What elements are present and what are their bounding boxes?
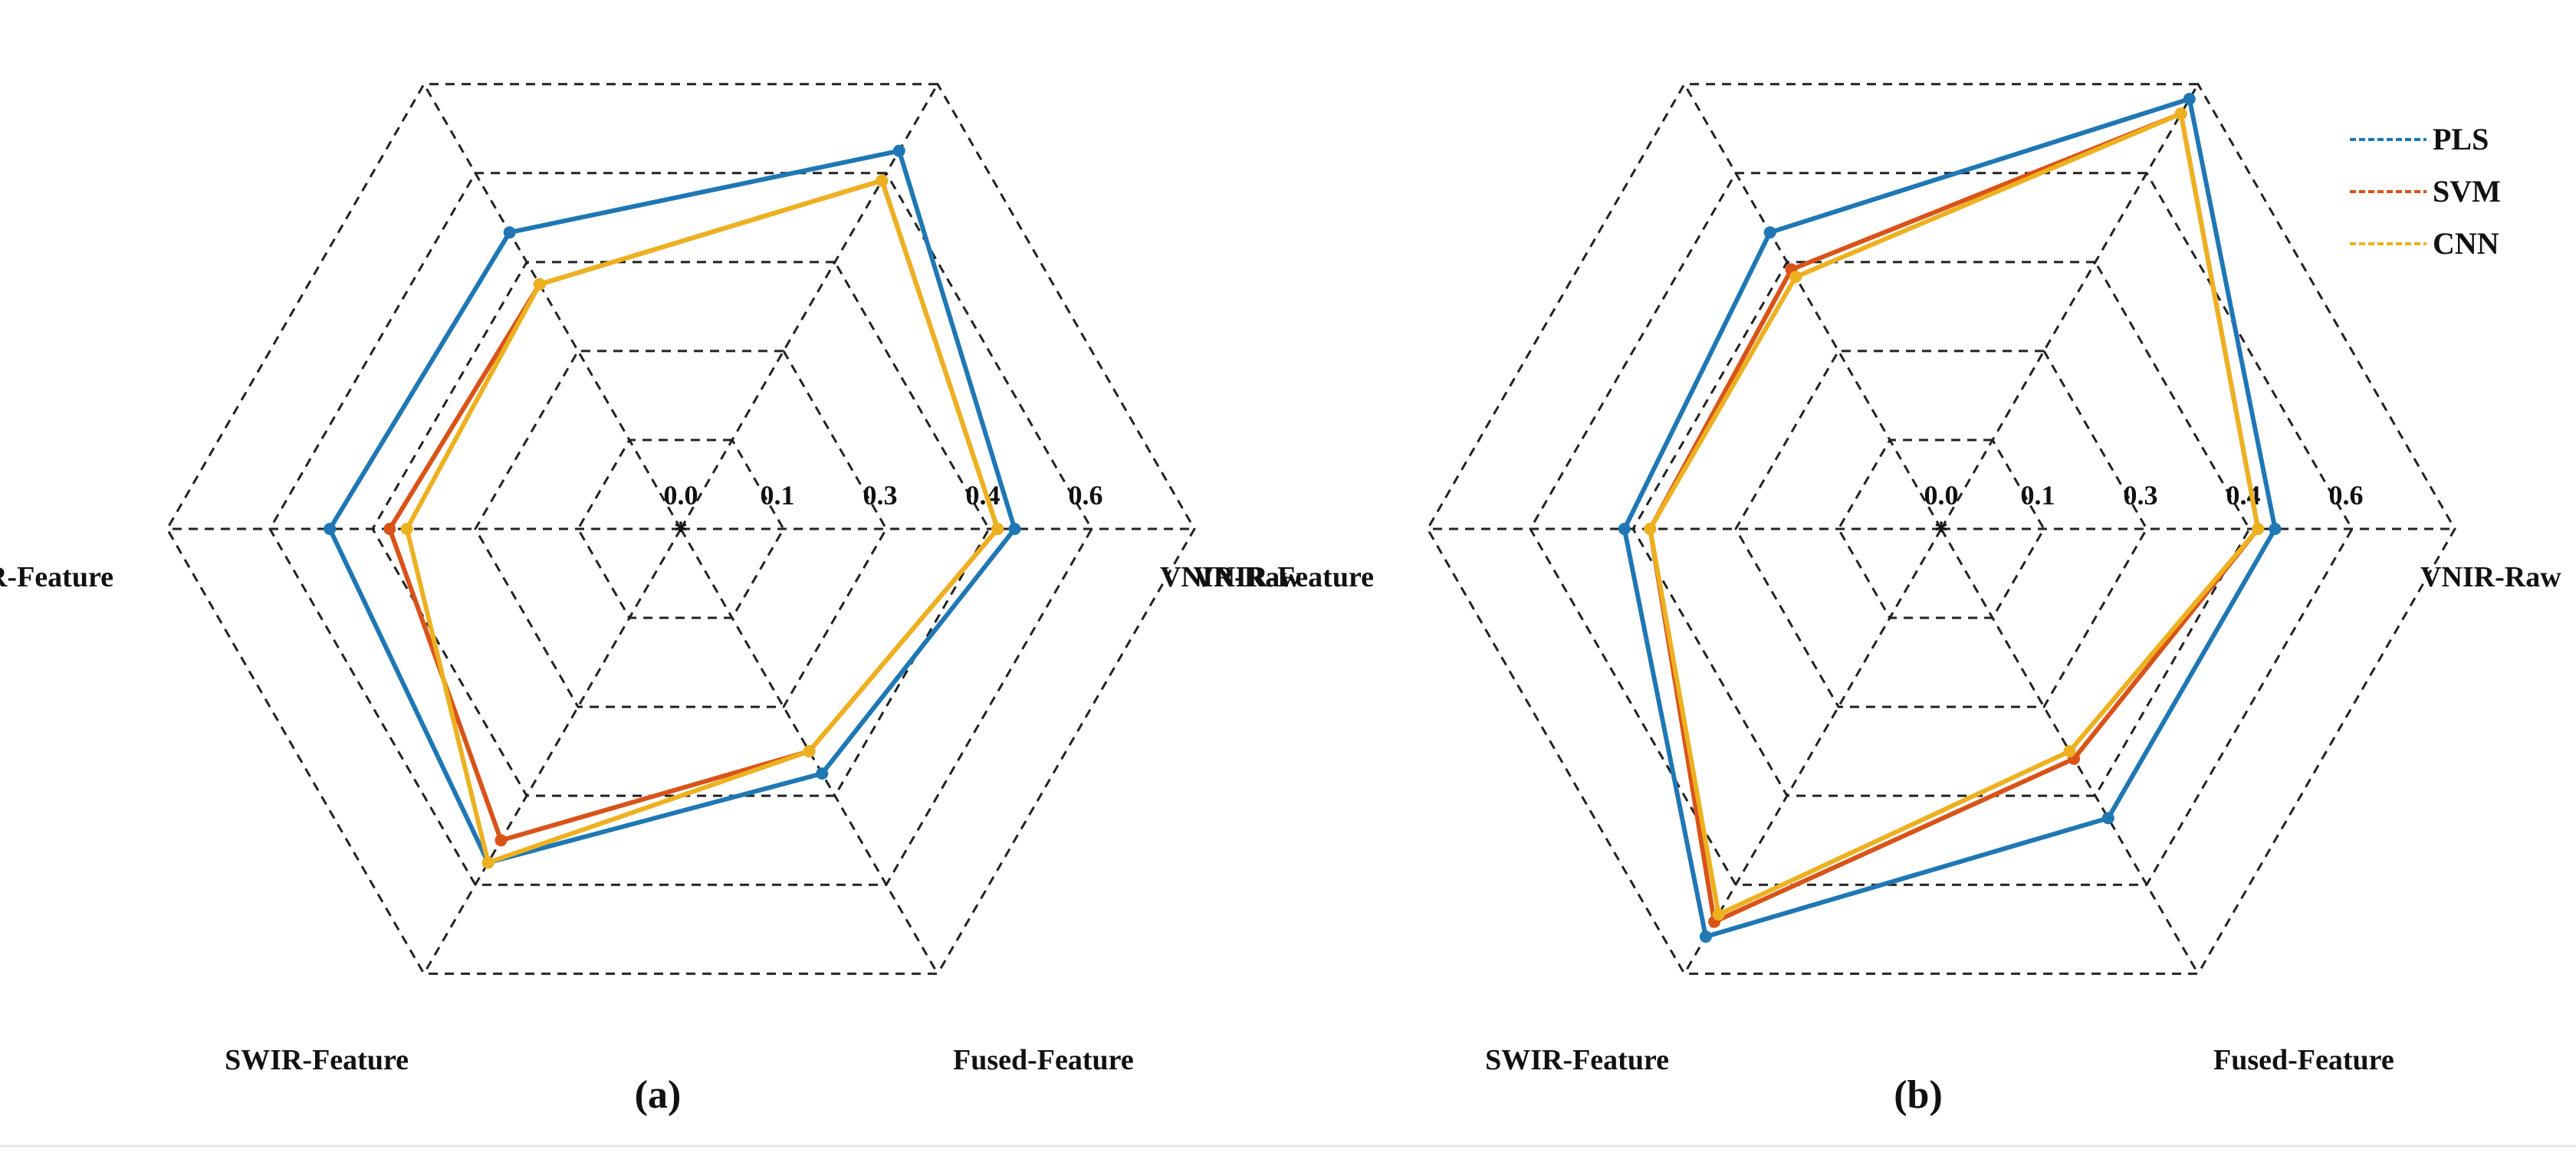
axis-label-swir-feature: SWIR-Feature <box>1485 1044 1669 1076</box>
data-point-cnn <box>2174 107 2187 120</box>
grid-ring <box>1734 350 2148 708</box>
tick-label: 0.6 <box>2329 480 2364 511</box>
legend-label-cnn: CNN <box>2433 226 2499 261</box>
center-marker: * <box>674 515 688 546</box>
data-point-cnn <box>991 523 1004 535</box>
grid-spoke <box>1940 84 2200 530</box>
series-cnn <box>1644 107 2265 921</box>
tick-label: 0.6 <box>1069 480 1103 511</box>
axis-label-fused-feature: Fused-Feature <box>953 1044 1134 1076</box>
data-point-cnn <box>876 174 889 187</box>
tick-label: 0.0 <box>1924 480 1959 511</box>
grid-spoke <box>422 528 682 974</box>
data-point-cnn <box>1712 908 1725 921</box>
data-point-pls <box>2101 812 2114 825</box>
grid-ring <box>166 83 1196 975</box>
radar-panel-a: 0.00.10.30.40.6SWIR-RawWhole-RawVNIR-Fea… <box>0 83 1301 1117</box>
tick-label: 0.1 <box>2021 480 2055 511</box>
data-point-svm <box>495 834 508 847</box>
radar-panel-b: 0.00.10.30.40.6SWIR-RawWhole-RawVNIR-Fea… <box>1193 83 2561 1117</box>
data-point-cnn <box>400 523 413 535</box>
data-point-pls <box>892 144 905 157</box>
series-line-cnn <box>1648 111 2261 917</box>
panel-label: (b) <box>1894 1073 1943 1117</box>
series-line-cnn <box>404 178 1001 865</box>
grid-ring <box>474 350 888 708</box>
tick-label: 0.0 <box>664 480 698 511</box>
axis-label-fused-feature: Fused-Feature <box>2213 1044 2394 1076</box>
data-point-cnn <box>533 277 546 291</box>
series-pls <box>1618 93 2282 943</box>
data-point-pls <box>2183 93 2196 106</box>
data-point-cnn <box>1644 523 1657 535</box>
panel-label: (a) <box>635 1073 682 1117</box>
data-point-pls <box>503 226 516 239</box>
data-point-pls <box>324 523 337 535</box>
data-point-cnn <box>481 856 495 869</box>
axis-label-vnir-raw: VNIR-Raw <box>1160 561 1301 593</box>
axis-label-vnir-feature: VNIR-Feature <box>1193 561 1374 593</box>
series-cnn <box>400 174 1004 869</box>
data-point-pls <box>816 767 829 780</box>
data-point-cnn <box>2063 745 2076 758</box>
grid-spoke <box>1683 528 1943 974</box>
grid-spoke <box>679 528 939 974</box>
grid-ring <box>1426 83 2456 975</box>
axis-label-swir-feature: SWIR-Feature <box>225 1044 409 1076</box>
data-point-cnn <box>1789 271 1802 284</box>
data-point-pls <box>2269 523 2282 535</box>
tick-label: 0.1 <box>761 480 795 511</box>
data-point-pls <box>1699 930 1712 943</box>
tick-label: 0.3 <box>2124 480 2158 511</box>
axis-label-vnir-raw: VNIR-Raw <box>2420 561 2561 593</box>
legend: PLS SVM CNN <box>2350 122 2501 261</box>
legend-label-svm: SVM <box>2433 174 2501 209</box>
grid-spoke <box>679 84 939 530</box>
data-point-pls <box>1618 523 1631 535</box>
grid-spoke <box>422 84 682 530</box>
data-point-pls <box>1008 523 1021 535</box>
grid-spoke <box>1940 528 2200 974</box>
grid-spoke <box>1683 84 1943 530</box>
axis-label-vnir-feature: VNIR-Feature <box>0 561 113 593</box>
data-point-cnn <box>2252 523 2265 535</box>
tick-label: 0.3 <box>863 480 898 511</box>
data-point-cnn <box>803 745 816 758</box>
data-point-pls <box>1763 226 1776 239</box>
data-point-svm <box>383 523 396 535</box>
series-line-svm <box>1648 111 2261 924</box>
center-marker: * <box>1934 515 1948 546</box>
legend-label-pls: PLS <box>2433 122 2489 156</box>
